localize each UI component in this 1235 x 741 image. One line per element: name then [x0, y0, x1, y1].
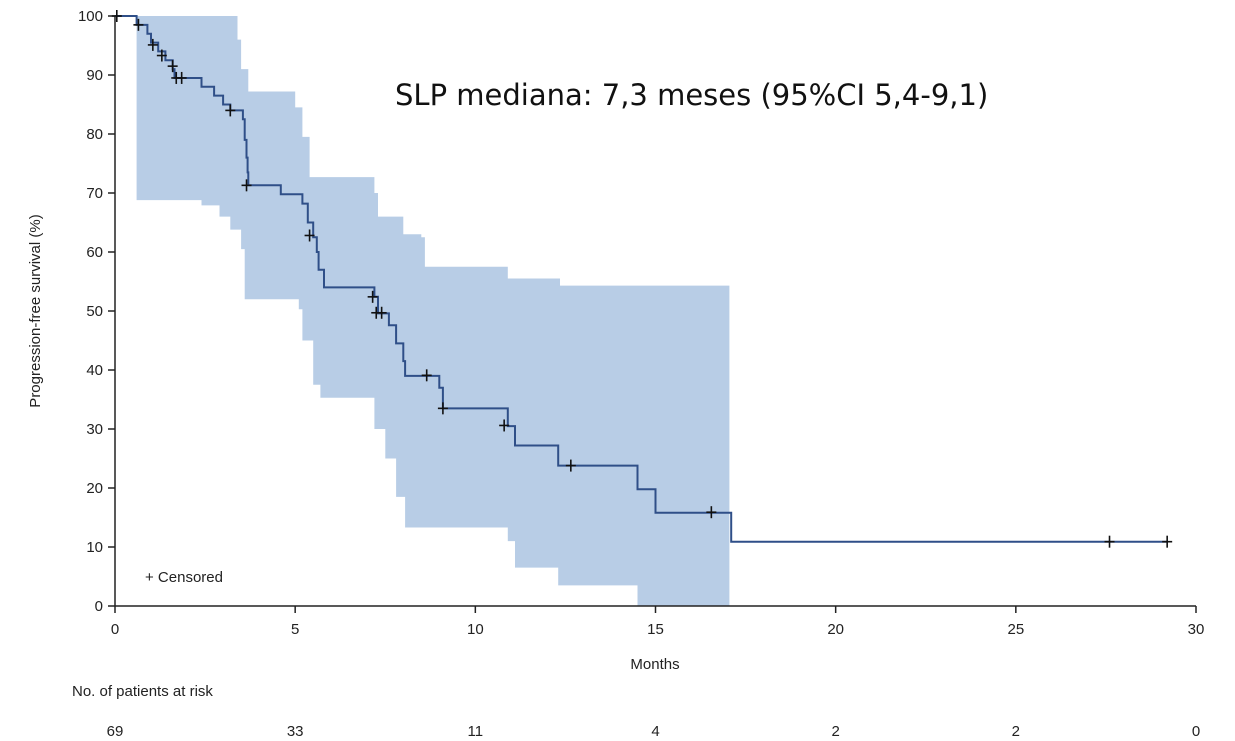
y-tick-label: 50	[86, 303, 103, 320]
x-tick-label: 20	[827, 621, 844, 638]
x-tick-label: 10	[467, 621, 484, 638]
y-tick-label: 60	[86, 244, 103, 261]
axis-ticks: 0 5 10 15 20 25 30 0 10 20 30 40 50 60 70 80 90 100	[78, 8, 1204, 638]
censor-mark	[304, 229, 315, 242]
risk-value: 0	[1192, 723, 1200, 740]
median-annotation: SLP mediana: 7,3 meses (95%CI 5,4-9,1)	[395, 78, 988, 112]
censor-mark	[147, 38, 158, 51]
y-tick-label: 10	[86, 539, 103, 556]
risk-table-title: No. of patients at risk	[72, 683, 213, 700]
risk-value: 2	[831, 723, 839, 740]
censor-mark	[167, 60, 178, 73]
survival-curve	[115, 15, 1168, 543]
censor-marks-layer	[111, 10, 1173, 548]
censor-mark	[499, 419, 510, 432]
x-axis-title: Months	[630, 656, 679, 673]
risk-table-values: 69 33 11 4 2 2 0	[107, 723, 1201, 740]
survival-curve-layer	[115, 15, 1168, 543]
censor-mark	[176, 71, 187, 84]
risk-value: 11	[468, 723, 484, 740]
censor-mark	[225, 104, 236, 117]
legend-censored: + Censored	[145, 569, 223, 586]
x-tick-label: 0	[111, 621, 119, 638]
x-tick-label: 15	[647, 621, 664, 638]
censor-mark	[565, 459, 576, 472]
censor-mark	[437, 402, 448, 415]
censor-mark	[111, 10, 122, 22]
censor-mark	[241, 179, 252, 192]
censor-mark	[133, 18, 144, 31]
x-tick-label: 30	[1188, 621, 1205, 638]
y-axis-title: Progression-free survival (%)	[27, 214, 44, 407]
y-tick-label: 30	[86, 421, 103, 438]
censor-mark	[1104, 535, 1115, 548]
y-tick-label: 20	[86, 480, 103, 497]
confidence-band-layer	[115, 16, 730, 606]
y-tick-label: 0	[95, 598, 103, 615]
risk-value: 69	[107, 723, 124, 740]
risk-value: 2	[1012, 723, 1020, 740]
y-tick-label: 40	[86, 362, 103, 379]
x-tick-label: 5	[291, 621, 299, 638]
risk-value: 4	[651, 723, 659, 740]
y-tick-label: 100	[78, 8, 103, 25]
risk-value: 33	[287, 723, 304, 740]
y-tick-label: 90	[86, 67, 103, 84]
censor-mark	[376, 306, 387, 319]
confidence-band	[115, 16, 730, 606]
y-tick-label: 70	[86, 185, 103, 202]
censor-mark	[1162, 535, 1173, 548]
x-tick-label: 25	[1007, 621, 1024, 638]
censor-mark	[156, 49, 167, 62]
y-tick-label: 80	[86, 126, 103, 143]
censor-mark	[367, 290, 378, 303]
censor-mark	[706, 506, 717, 519]
censor-mark	[421, 369, 432, 382]
